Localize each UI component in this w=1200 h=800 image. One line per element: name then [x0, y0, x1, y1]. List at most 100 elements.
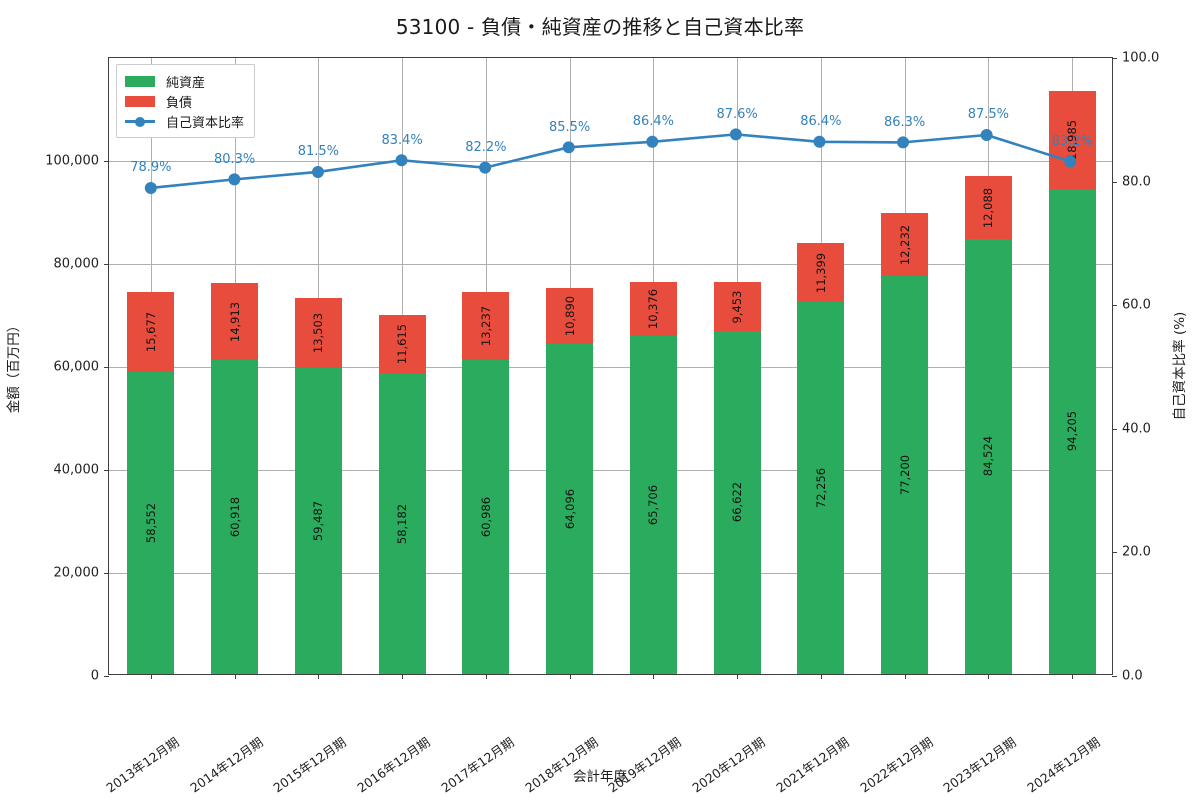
x-axis-tick-mark: [820, 674, 822, 679]
bar-segment-equity[interactable]: 77,200: [881, 276, 929, 674]
y-axis-right-tick-label: 40.0: [1122, 421, 1151, 437]
x-axis-tick-mark: [1072, 674, 1074, 679]
chart-legend: 純資産負債 自己資本比率: [116, 64, 256, 138]
ratio-point[interactable]: [813, 135, 826, 148]
bar-segment-equity[interactable]: 60,918: [211, 360, 259, 674]
bar-segment-liability[interactable]: 13,503: [294, 298, 342, 368]
x-axis-tick-mark: [150, 674, 152, 679]
bar-group[interactable]: 58,552 15,677: [127, 291, 175, 674]
bar-segment-liability[interactable]: 9,453: [713, 282, 761, 331]
bar-group[interactable]: 59,487 13,503: [294, 298, 342, 674]
y-axis-right-tick-label: 20.0: [1122, 544, 1151, 560]
bar-segment-equity[interactable]: 72,256: [797, 301, 845, 674]
y-axis-left-tick-label: 100,000: [45, 153, 99, 169]
bar-segment-equity[interactable]: 65,706: [629, 335, 677, 674]
plot-area: 58,552 15,677 60,918 14,913 59,487 13,503 58,1…: [45, 51, 1159, 684]
bar-group[interactable]: 58,182 11,615: [378, 314, 426, 674]
bar-segment-liability[interactable]: 11,615: [378, 314, 426, 375]
x-axis-tick-mark: [402, 674, 404, 679]
ratio-point[interactable]: [395, 154, 408, 167]
y-axis-left-tick-label: 60,000: [53, 359, 100, 375]
bar-segment-equity[interactable]: 58,552: [127, 372, 175, 674]
y-axis-right-tick-label: 60.0: [1122, 297, 1151, 313]
y-axis-right-tick-mark: [1112, 428, 1117, 430]
y-axis-right-tick-mark: [1112, 676, 1117, 677]
x-axis-label: 会計年度: [573, 769, 627, 785]
ratio-point[interactable]: [729, 128, 742, 141]
bar-segment-liability[interactable]: 12,232: [881, 213, 929, 277]
legend-item[interactable]: 負債: [125, 91, 244, 111]
y-axis-left-tick-mark: [104, 367, 109, 368]
ratio-line: [149, 133, 1072, 190]
bar-group[interactable]: 64,096 10,890: [546, 287, 594, 674]
bar-segment-liability[interactable]: 18,985: [1048, 91, 1096, 189]
ratio-point[interactable]: [228, 173, 241, 186]
bar-segment-equity[interactable]: 60,986: [462, 359, 510, 674]
bar-group[interactable]: 65,706 10,376: [629, 282, 677, 674]
bar-group[interactable]: 72,256 11,399: [797, 243, 845, 674]
y-axis-right-tick-mark: [1112, 181, 1117, 183]
y-axis-right-tick-label: 100.0: [1122, 50, 1160, 66]
y-axis-left-tick-label: 0: [90, 668, 99, 684]
legend-item[interactable]: 自己資本比率: [125, 111, 244, 131]
bar-segment-equity[interactable]: 66,622: [713, 330, 761, 674]
y-axis-left-label: 金額（百万円）: [6, 318, 22, 414]
bar-segment-liability[interactable]: 11,399: [797, 243, 845, 302]
y-axis-left-tick-label: 40,000: [53, 462, 100, 478]
grid-line-horizontal: [109, 470, 1112, 471]
grid-line-horizontal: [109, 161, 1112, 162]
y-axis-right-tick-mark: [1112, 58, 1117, 59]
bar-segment-equity[interactable]: 58,182: [378, 374, 426, 674]
bar-group[interactable]: 60,986 13,237: [462, 291, 510, 674]
y-axis-left-tick-mark: [104, 470, 109, 471]
ratio-point[interactable]: [646, 135, 659, 148]
legend-label: 純資産: [166, 75, 206, 91]
bar-segment-equity[interactable]: 84,524: [964, 238, 1012, 674]
ratio-point[interactable]: [980, 129, 993, 141]
y-axis-right-label: 自己資本比率 (%): [1172, 311, 1188, 421]
grid-line-horizontal: [109, 573, 1112, 574]
bar-segment-liability[interactable]: 14,913: [211, 283, 259, 361]
bar-group[interactable]: 94,205 18,985: [1048, 91, 1096, 674]
y-axis-left-tick-mark: [104, 161, 109, 162]
legend-swatch-icon: [125, 95, 155, 107]
chart-title: 53100 - 負債・純資産の推移と自己資本比率: [395, 15, 805, 39]
bar-segment-liability[interactable]: 12,088: [964, 176, 1012, 239]
x-axis-tick-mark: [737, 674, 739, 679]
legend-label: 負債: [166, 95, 193, 111]
y-axis-right-tick-label: 80.0: [1122, 174, 1151, 190]
ratio-line-layer: [144, 128, 1077, 194]
y-axis-left-tick-label: 20,000: [53, 565, 100, 581]
ratio-point[interactable]: [897, 136, 910, 149]
bar-segment-liability[interactable]: 15,677: [127, 291, 175, 373]
bar-group[interactable]: 84,524 12,088: [964, 176, 1012, 674]
x-axis-tick-mark: [234, 674, 236, 679]
x-axis-tick-mark: [988, 674, 990, 679]
y-axis-right-tick-label: 0.0: [1122, 668, 1143, 684]
ratio-point[interactable]: [479, 161, 492, 174]
bar-segment-liability[interactable]: 13,237: [462, 291, 510, 360]
bar-segment-liability[interactable]: 10,376: [629, 282, 677, 336]
bar-group[interactable]: 66,622 9,453: [713, 282, 761, 674]
y-axis-left-tick-mark: [104, 264, 109, 265]
grid-line-horizontal: [109, 264, 1112, 265]
y-axis-left-tick-mark: [104, 676, 109, 677]
ratio-point[interactable]: [311, 165, 324, 178]
bar-group[interactable]: 60,918 14,913: [211, 283, 259, 674]
x-axis-tick-mark: [653, 674, 655, 679]
plot-inner: 58,552 15,677 60,918 14,913 59,487 13,503 58,1…: [109, 58, 1112, 679]
legend-item[interactable]: 純資産: [125, 71, 244, 91]
bar-segment-equity[interactable]: 94,205: [1048, 188, 1096, 674]
legend-swatch-icon: [125, 75, 155, 87]
grid-line-horizontal: [109, 367, 1112, 368]
x-axis-tick-mark: [904, 674, 906, 679]
ratio-point[interactable]: [562, 141, 575, 154]
bar-segment-equity[interactable]: 59,487: [294, 367, 342, 674]
bar-segment-equity[interactable]: 64,096: [546, 343, 594, 674]
ratio-point[interactable]: [1064, 155, 1077, 168]
y-axis-left-tick-label: 80,000: [53, 256, 100, 272]
bar-group[interactable]: 77,200 12,232: [881, 213, 929, 674]
bar-segment-liability[interactable]: 10,890: [546, 287, 594, 344]
ratio-point[interactable]: [144, 181, 157, 194]
